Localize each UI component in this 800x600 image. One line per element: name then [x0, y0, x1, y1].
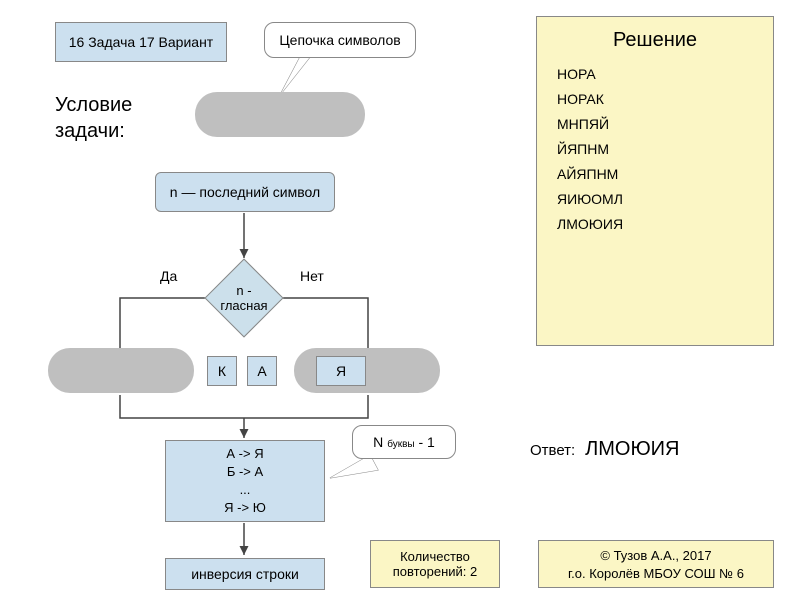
inversion-box: инверсия строки [165, 558, 325, 590]
letter-ya-box: Я [316, 356, 366, 386]
repeat-label: Количество повторений: 2 [393, 549, 478, 579]
decision-label: n - гласная [204, 278, 284, 318]
letter-a-box: А [247, 356, 277, 386]
yes-label: Да [160, 268, 177, 284]
footer-school: г.о. Королёв МБОУ СОШ № 6 [549, 565, 763, 583]
letter-k-box: К [207, 356, 237, 386]
solution-item: ЙЯПНМ [557, 141, 753, 157]
solution-item: НОРАК [557, 91, 753, 107]
solution-item: ЛМОЮИЯ [557, 216, 753, 232]
solution-item: МНПЯЙ [557, 116, 753, 132]
footer-copy: © Тузов А.А., 2017 [549, 547, 763, 565]
letter-a: А [257, 363, 266, 379]
left-terminal [48, 348, 194, 393]
n-minus-callout: N буквы - 1 [352, 425, 456, 459]
answer-label: Ответ: [530, 442, 575, 459]
task-header-box: 16 Задача 17 Вариант [55, 22, 227, 62]
solution-item: НОРА [557, 66, 753, 82]
solution-list: НОРА НОРАК МНПЯЙ ЙЯПНМ АЙЯПНМ ЯИЮОМЛ ЛМОЮИЯ [557, 66, 753, 232]
n-minus-text: N буквы - 1 [373, 434, 435, 450]
solution-item: АЙЯПНМ [557, 166, 753, 182]
start-terminal [195, 92, 365, 137]
answer-row: Ответ: ЛМОЮИЯ [530, 438, 680, 461]
footer-box: © Тузов А.А., 2017 г.о. Королёв МБОУ СОШ… [538, 540, 774, 588]
chain-label: Цепочка символов [279, 32, 400, 48]
chain-callout: Цепочка символов [264, 22, 416, 58]
transform-label: А -> Я Б -> А ... Я -> Ю [224, 445, 266, 518]
answer-value: ЛМОЮИЯ [585, 438, 679, 460]
repeat-box: Количество повторений: 2 [370, 540, 500, 588]
solution-item: ЯИЮОМЛ [557, 191, 753, 207]
letter-k: К [218, 363, 226, 379]
letter-ya: Я [336, 363, 346, 379]
task-header-label: 16 Задача 17 Вариант [69, 34, 213, 50]
solution-panel: Решение НОРА НОРАК МНПЯЙ ЙЯПНМ АЙЯПНМ ЯИЮОМЛ Л… [536, 16, 774, 346]
condition-label: Условие задачи: [55, 92, 132, 144]
transform-box: А -> Я Б -> А ... Я -> Ю [165, 440, 325, 522]
last-symbol-box: n — последний символ [155, 172, 335, 212]
solution-title: Решение [557, 29, 753, 52]
no-label: Нет [300, 268, 324, 284]
last-symbol-label: n — последний символ [170, 184, 320, 200]
inversion-label: инверсия строки [191, 566, 299, 582]
